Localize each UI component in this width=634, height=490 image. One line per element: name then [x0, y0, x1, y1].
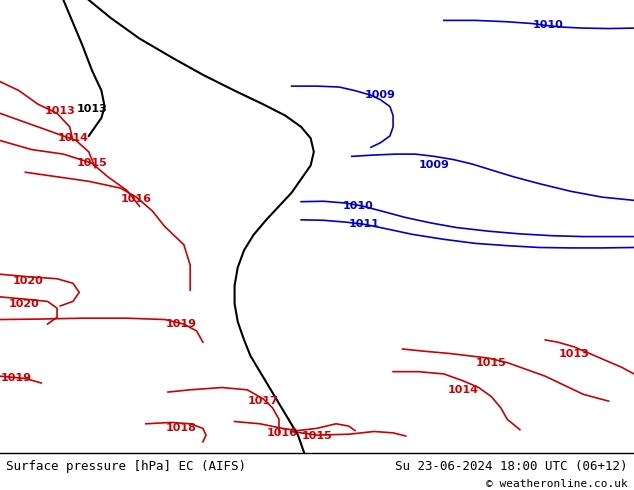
Text: 1020: 1020: [13, 276, 44, 286]
Text: 1015: 1015: [476, 358, 507, 368]
Text: 1018: 1018: [165, 423, 196, 433]
Text: 1010: 1010: [533, 20, 564, 30]
Text: 1011: 1011: [349, 220, 380, 229]
Text: 1019: 1019: [165, 319, 196, 329]
Text: 1019: 1019: [1, 373, 31, 384]
Text: 1015: 1015: [302, 431, 332, 441]
Text: 1013: 1013: [77, 104, 107, 114]
Text: © weatheronline.co.uk: © weatheronline.co.uk: [486, 480, 628, 490]
Text: 1020: 1020: [9, 299, 39, 309]
Text: Surface pressure [hPa] EC (AIFS): Surface pressure [hPa] EC (AIFS): [6, 460, 247, 473]
Text: 1016: 1016: [267, 428, 297, 438]
Text: 1015: 1015: [77, 158, 107, 168]
Text: 1017: 1017: [248, 396, 278, 406]
Text: 1016: 1016: [121, 195, 152, 204]
Text: 1014: 1014: [448, 385, 478, 395]
Text: 1013: 1013: [559, 348, 589, 359]
Text: 1010: 1010: [343, 201, 373, 211]
Text: 1009: 1009: [365, 90, 396, 100]
Text: 1009: 1009: [419, 160, 450, 171]
Text: Su 23-06-2024 18:00 UTC (06+12): Su 23-06-2024 18:00 UTC (06+12): [395, 460, 628, 473]
Text: 1014: 1014: [58, 133, 88, 143]
Text: 1013: 1013: [45, 106, 75, 116]
